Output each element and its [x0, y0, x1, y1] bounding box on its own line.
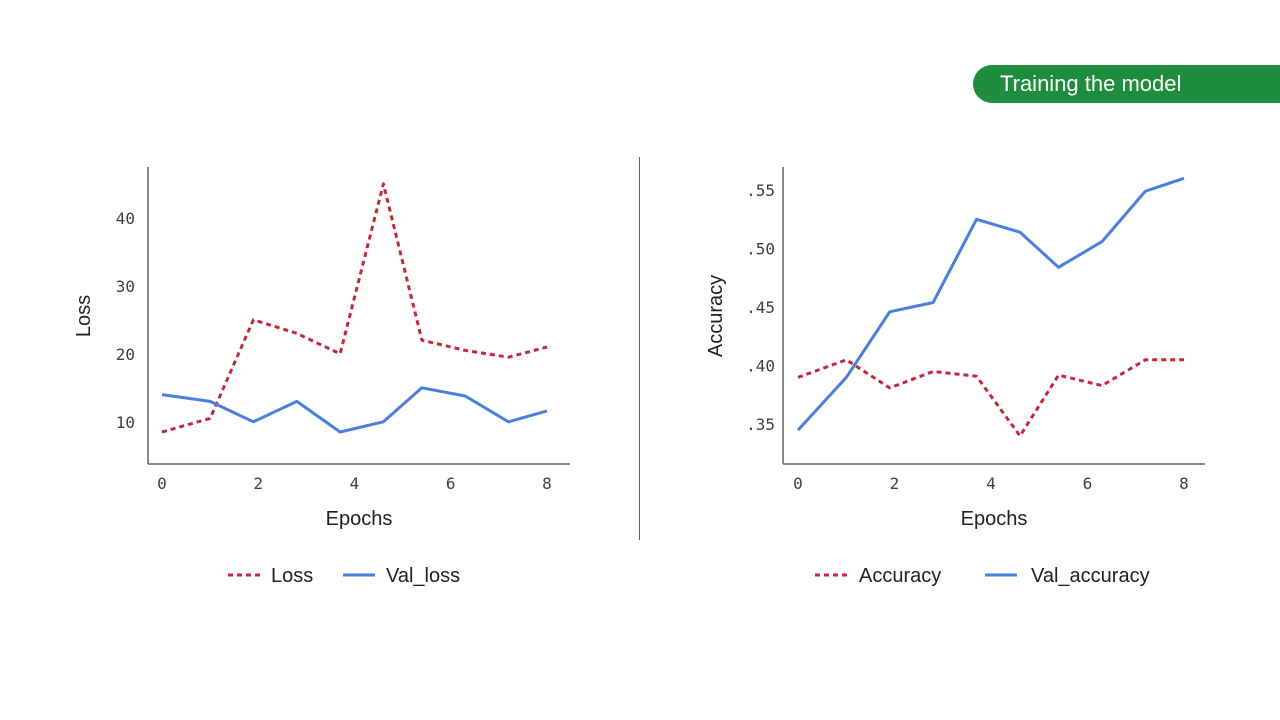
loss-legend-label: Val_loss: [386, 565, 460, 587]
accuracy-y-tick-label: .40: [746, 357, 775, 376]
accuracy-x-tick-label: 2: [890, 474, 900, 493]
loss-y-tick-label: 10: [116, 413, 135, 432]
accuracy-y-tick-label: .35: [746, 415, 775, 434]
chart-divider: [639, 157, 640, 540]
loss-y-tick-label: 20: [116, 345, 135, 364]
accuracy-y-tick-label: .55: [746, 181, 775, 200]
accuracy-y-axis-title: Accuracy: [705, 275, 727, 357]
loss-x-tick-label: 4: [350, 474, 360, 493]
accuracy-x-tick-label: 6: [1083, 474, 1093, 493]
accuracy-y-tick-label: .45: [746, 298, 775, 317]
accuracy-legend-label: Accuracy: [859, 565, 941, 587]
loss-y-tick-label: 40: [116, 209, 135, 228]
banner-label: Training the model: [1000, 71, 1182, 96]
accuracy-x-axis-title: Epochs: [961, 508, 1028, 530]
loss-x-tick-label: 0: [157, 474, 167, 493]
loss-x-tick-label: 2: [253, 474, 263, 493]
accuracy-legend-label: Val_accuracy: [1031, 565, 1150, 587]
loss-x-tick-label: 8: [542, 474, 552, 493]
accuracy-x-tick-label: 0: [793, 474, 803, 493]
accuracy-y-tick-label: .50: [746, 240, 775, 259]
accuracy-series-line-accuracy: [797, 358, 1184, 438]
accuracy-x-tick-label: 4: [986, 474, 996, 493]
accuracy-chart: .35 .40 .45 .50 .55 0 2 4 6 8 Epochs Accuracy Accura…: [705, 167, 1205, 587]
loss-legend-label: Loss: [271, 565, 313, 587]
section-banner: Training the model: [973, 65, 1280, 103]
loss-chart: 10 20 30 40 0 2 4 6 8 Epochs Loss Loss Val_loss: [73, 167, 570, 587]
loss-y-tick-label: 30: [116, 277, 135, 296]
loss-y-axis-title: Loss: [73, 295, 95, 337]
loss-series-line-loss: [161, 182, 548, 434]
accuracy-series-line-val-accuracy: [796, 176, 1185, 432]
accuracy-x-tick-label: 8: [1179, 474, 1189, 493]
loss-series-line-val-loss: [161, 386, 548, 434]
loss-x-tick-label: 6: [446, 474, 456, 493]
loss-x-axis-title: Epochs: [326, 508, 393, 530]
